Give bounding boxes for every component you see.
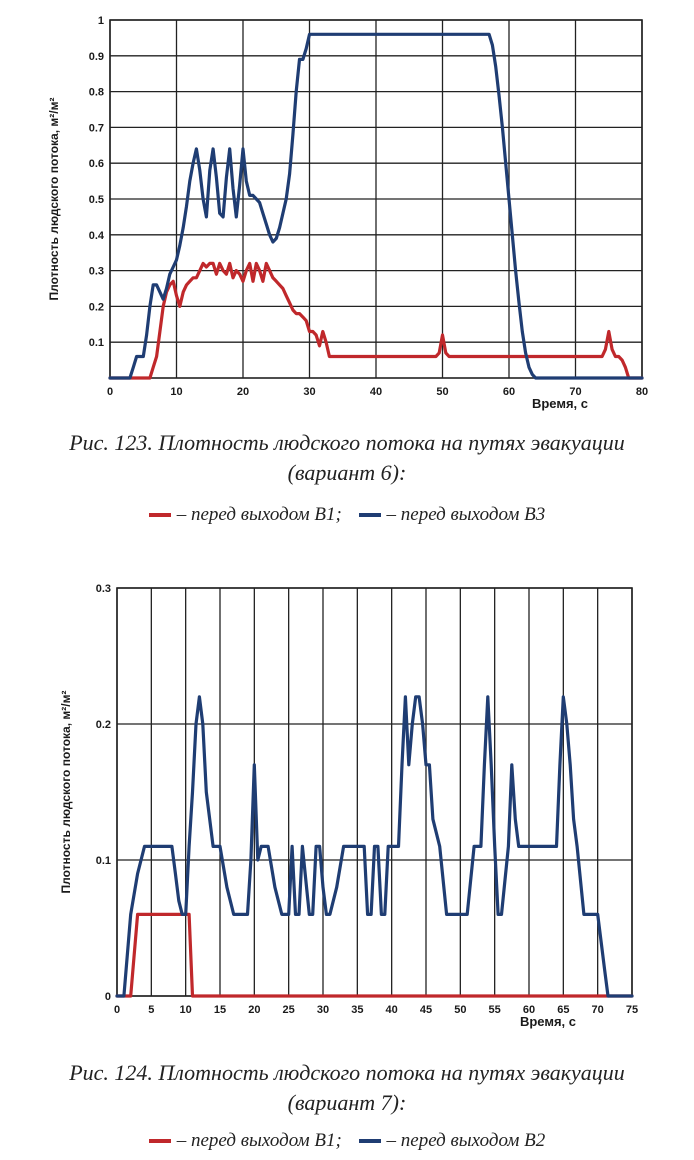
legend-swatch-red [148, 512, 171, 517]
y-tick-label: 0.1 [96, 855, 111, 867]
x-tick-label: 20 [248, 1004, 260, 1016]
legend-label-b3: – перед выходом В3 [386, 504, 546, 525]
plot-frame [109, 19, 643, 379]
x-tick-label: 70 [569, 386, 581, 398]
y-tick-label: 0.5 [89, 194, 104, 206]
series-line-red [108, 261, 644, 380]
y-tick-label: 0.7 [89, 122, 104, 134]
chart-124: 0 5 10 15 20 25 30 35 40 45 50 55 60 65 70 75 0 0.1 0.2 0.3… [59, 583, 638, 1029]
x-tick-label: 65 [557, 1004, 569, 1016]
legend-123: – перед выходом В1; – перед выходом В3 [0, 504, 694, 526]
y-tick-label: 0.3 [89, 266, 104, 278]
x-axis-title: Время, с [532, 396, 588, 411]
x-tick-label: 0 [107, 386, 113, 398]
legend-item-b2: – перед выходом В2 [358, 1130, 546, 1152]
x-tick-label: 40 [370, 386, 382, 398]
series-line-red [115, 912, 634, 998]
y-tick-label: 1 [98, 15, 104, 27]
legend-swatch-red [148, 1138, 171, 1143]
legend-124: – перед выходом В1; – перед выходом В2 [0, 1130, 694, 1152]
y-tick-label: 0.6 [89, 158, 104, 170]
caption-124-line2: (вариант 7): [287, 1090, 407, 1115]
y-tick-label: 0.1 [89, 337, 104, 349]
x-tick-label: 25 [283, 1004, 295, 1016]
y-tick-label: 0 [105, 991, 111, 1003]
x-tick-label: 55 [489, 1004, 501, 1016]
x-tick-label: 75 [626, 1004, 638, 1016]
legend-item-b1: – перед выходом В1; [148, 1130, 342, 1152]
x-tick-label: 70 [592, 1004, 604, 1016]
x-tick-label: 80 [636, 386, 648, 398]
series-line-blue [108, 32, 644, 380]
y-tick-label: 0.8 [89, 87, 104, 99]
x-tick-label: 0 [114, 1004, 120, 1016]
y-tick-label: 0.2 [89, 301, 104, 313]
caption-123-line1: Рис. 123. Плотность людского потока на п… [69, 430, 625, 455]
legend-label-b1: – перед выходом В1; [176, 504, 342, 525]
x-tick-label: 10 [180, 1004, 192, 1016]
x-tick-label: 30 [303, 386, 315, 398]
x-tick-label: 60 [503, 386, 515, 398]
x-tick-label: 50 [436, 386, 448, 398]
y-tick-label: 0.4 [89, 230, 105, 242]
plot-frame [116, 587, 633, 997]
legend-item-b1: – перед выходом В1; [148, 504, 342, 526]
caption-124-line1: Рис. 124. Плотность людского потока на п… [69, 1060, 625, 1085]
y-axis-title: Плотность людского потока, м²/м² [47, 98, 61, 301]
x-axis-title: Время, с [520, 1014, 576, 1029]
y-tick-label: 0.3 [96, 583, 111, 595]
x-tick-label: 40 [386, 1004, 398, 1016]
x-tick-label: 35 [351, 1004, 363, 1016]
x-tick-label: 10 [170, 386, 182, 398]
x-tick-label: 45 [420, 1004, 432, 1016]
x-tick-label: 15 [214, 1004, 226, 1016]
x-tick-label: 60 [523, 1004, 535, 1016]
x-tick-label: 5 [148, 1004, 154, 1016]
y-tick-label: 0.9 [89, 51, 104, 63]
y-axis-title: Плотность людского потока, м²/м² [59, 691, 73, 894]
legend-swatch-blue [358, 512, 381, 517]
figure-124: 0 5 10 15 20 25 30 35 40 45 50 55 60 65 70 75 0 0.1 0.2 0.3… [0, 570, 694, 1160]
caption-123-line2: (вариант 6): [287, 460, 407, 485]
figure-123: 0 10 20 30 40 50 60 70 80 0.1 0.2 0.3 0.4 0.5 0.6 0.7 0.… [0, 0, 694, 540]
legend-swatch-blue [358, 1138, 381, 1143]
y-tick-label: 0.2 [96, 719, 111, 731]
legend-label-b2: – перед выходом В2 [386, 1130, 546, 1151]
legend-label-b1: – перед выходом В1; [176, 1130, 342, 1151]
legend-item-b3: – перед выходом В3 [358, 504, 546, 526]
x-tick-label: 50 [454, 1004, 466, 1016]
chart-123: 0 10 20 30 40 50 60 70 80 0.1 0.2 0.3 0.4 0.5 0.6 0.7 0.… [47, 15, 648, 411]
x-tick-label: 20 [237, 386, 249, 398]
series-line-blue [115, 695, 634, 998]
x-tick-label: 30 [317, 1004, 329, 1016]
